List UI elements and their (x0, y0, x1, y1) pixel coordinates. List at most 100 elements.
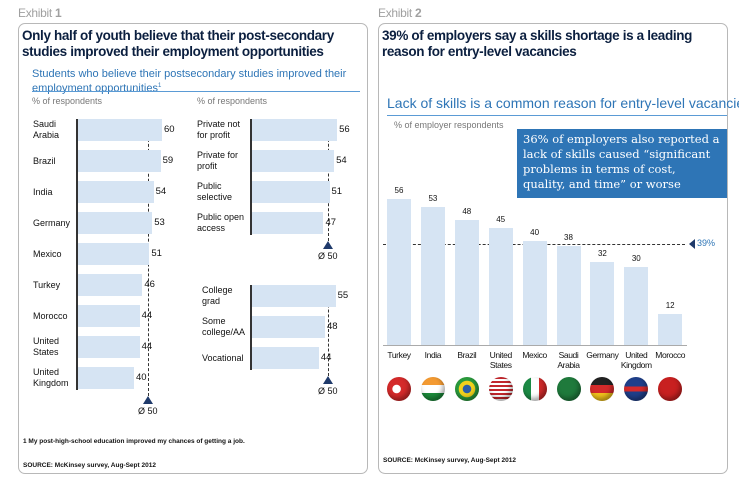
category-label: Saudi Arabia (33, 119, 60, 140)
category-label: United Kingdom (33, 367, 69, 388)
axis-line (250, 284, 252, 370)
reference-marker-icon (689, 238, 695, 249)
mexico-flag-icon (522, 377, 547, 401)
category-label: Germany (33, 217, 71, 228)
value-label: 54 (336, 155, 347, 166)
value-label: 59 (162, 155, 174, 166)
category-label: Public selective (197, 181, 233, 202)
value-label: 48 (462, 207, 472, 217)
bar (78, 212, 153, 234)
bar (420, 207, 445, 345)
bar (252, 212, 324, 234)
subtitle-rule-2 (387, 115, 727, 116)
average-line (328, 284, 329, 376)
india-flag-icon (420, 377, 445, 401)
average-label: Ø 50 (318, 385, 338, 396)
exhibit-2-label: Exhibit 2 (378, 6, 422, 20)
category-label: Vocational (202, 352, 244, 363)
axis-line (76, 118, 78, 390)
value-label: 44 (141, 341, 153, 352)
subtitle-rule (32, 91, 360, 92)
bar (252, 347, 319, 369)
category-label: Brazil (457, 350, 477, 360)
value-label: 40 (136, 372, 147, 383)
category-label: Morocco (33, 310, 68, 321)
category-label: Turkey (387, 350, 411, 360)
value-label: 51 (331, 186, 343, 197)
value-label: 55 (337, 290, 349, 301)
value-label: 56 (394, 186, 404, 196)
unit-label-right: % of respondents (197, 96, 268, 106)
category-label: Some college/AA (202, 316, 246, 337)
category-label: Mexico (522, 350, 547, 360)
bar (78, 119, 162, 141)
category-label: United States (489, 350, 513, 370)
category-label: United States (33, 336, 60, 357)
category-label: India (424, 350, 442, 360)
category-label: Private for profit (197, 150, 239, 171)
bar (488, 228, 513, 345)
bar (556, 246, 581, 345)
value-label: 47 (325, 217, 337, 228)
source-1: SOURCE: McKinsey survey, Aug-Sept 2012 (23, 462, 156, 469)
bar (252, 181, 330, 203)
category-label: Saudi Arabia (557, 350, 580, 370)
bar (658, 313, 683, 345)
value-label: 44 (320, 352, 332, 363)
bar (78, 367, 134, 389)
value-label: 44 (141, 310, 153, 321)
value-label: 53 (428, 194, 438, 204)
exhibit-2-panel (378, 23, 728, 474)
exhibit-1-panel (18, 23, 368, 474)
average-marker-icon (143, 395, 153, 404)
bar (252, 119, 338, 141)
category-label: Mexico (33, 248, 62, 259)
exhibit-1-title: Only half of youth believe that their po… (22, 28, 334, 59)
bar (78, 150, 161, 172)
unit-label: % of employer respondents (394, 120, 504, 130)
bar (78, 336, 140, 358)
value-label: 56 (339, 124, 350, 135)
uk-flag-icon (624, 377, 649, 401)
value-label: 51 (151, 248, 162, 259)
exhibit-1-label: Exhibit 1 (18, 6, 62, 20)
average-label: Ø 50 (138, 405, 158, 416)
average-label: Ø 50 (318, 250, 338, 261)
bar (387, 199, 411, 345)
value-label: 54 (155, 186, 167, 197)
value-label: 48 (326, 321, 338, 332)
category-label: College grad (202, 285, 233, 306)
bar (454, 220, 479, 345)
average-marker-icon (323, 375, 333, 384)
bar (252, 150, 335, 172)
value-label: 30 (631, 254, 641, 263)
bar (252, 316, 325, 338)
value-label: 32 (597, 248, 607, 258)
exhibit-1-subtitle: Students who believe their postsecondary… (32, 68, 347, 95)
bar (78, 181, 154, 203)
footnote: 1 My post-high-school education improved… (23, 438, 245, 445)
category-label: Turkey (33, 279, 61, 290)
turkey-flag-icon (387, 377, 411, 401)
category-label: Germany (586, 350, 619, 360)
saudi-flag-icon (556, 377, 581, 401)
category-label: Private not for profit (197, 119, 241, 140)
category-label: Morocco (655, 350, 686, 360)
value-label: 53 (154, 217, 165, 228)
category-label: Brazil (33, 155, 56, 166)
bar (590, 261, 615, 345)
value-label: 60 (164, 124, 175, 135)
germany-flag-icon (590, 377, 615, 401)
category-label: United Kingdom (620, 350, 652, 370)
morocco-flag-icon (658, 377, 683, 401)
source-2: SOURCE: McKinsey survey, Aug-Sept 2012 (383, 457, 516, 464)
bar (252, 285, 336, 307)
category-label: India (33, 186, 53, 197)
value-label: 38 (564, 233, 573, 243)
reference-label: 39% (697, 237, 716, 248)
callout-box: 36% of employers also reported a lack of… (517, 129, 727, 198)
brazil-flag-icon (454, 377, 479, 401)
average-marker-icon (323, 240, 333, 249)
value-label: 40 (530, 228, 540, 237)
exhibit-2-subtitle: Lack of skills is a common reason for en… (387, 95, 739, 111)
